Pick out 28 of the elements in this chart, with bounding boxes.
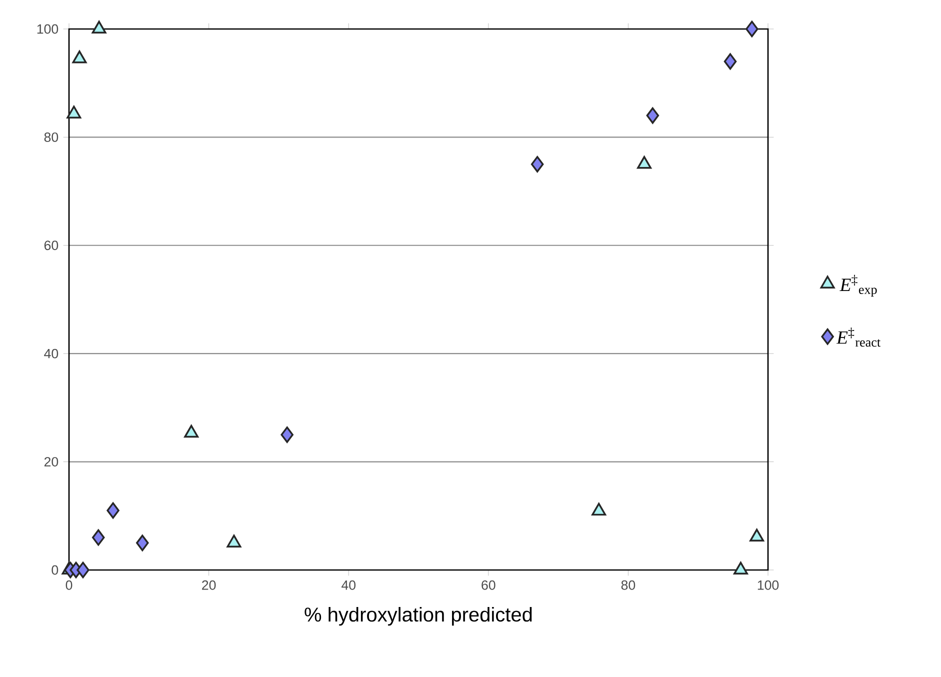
- point: [646, 107, 660, 124]
- point: [92, 20, 106, 34]
- y-tick-label: 20: [44, 457, 58, 467]
- point: [280, 426, 294, 443]
- point: [66, 106, 82, 118]
- y-tick-label: 80: [44, 132, 58, 142]
- y-tick-label: 60: [44, 240, 58, 250]
- x-tick-label: 100: [758, 580, 779, 590]
- legend-label: E$^{‡}$exp: [840, 274, 877, 297]
- legend-label: E$^{‡}$react: [836, 328, 880, 347]
- x-tick-label: 20: [202, 580, 216, 590]
- point: [92, 529, 105, 546]
- x-tick-label: 80: [621, 580, 636, 590]
- point: [637, 156, 652, 169]
- point: [106, 502, 120, 519]
- point: [746, 20, 758, 38]
- x-tick-label: 60: [482, 580, 496, 590]
- point: [76, 562, 90, 578]
- point: [72, 50, 87, 64]
- point: [530, 156, 544, 172]
- x-axis-title: % hydroxylation predicted: [304, 606, 532, 626]
- y-tick-label: 100: [37, 24, 58, 34]
- y-tick-label: 40: [44, 348, 58, 358]
- x-tick-label: 40: [342, 580, 356, 590]
- x-tick-label: 0: [66, 580, 72, 590]
- point: [724, 53, 737, 70]
- point: [136, 534, 149, 552]
- y-tick-label: 0: [52, 565, 58, 575]
